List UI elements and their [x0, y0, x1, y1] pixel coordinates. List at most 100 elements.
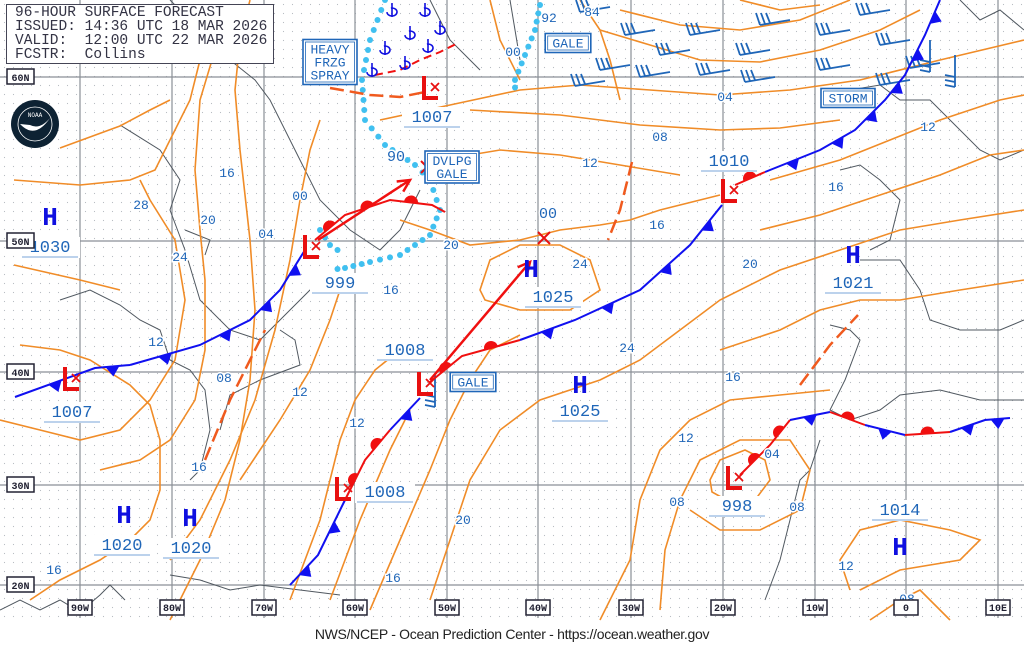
ice-edge-dot	[358, 261, 365, 267]
isobar	[0, 179, 186, 441]
central-pressure-label: 998	[722, 498, 753, 517]
ice-edge-dot	[433, 197, 440, 203]
ice-edge-dot	[368, 125, 375, 132]
high-symbol: H	[572, 371, 588, 401]
central-pressure-label: 1025	[560, 403, 601, 422]
coastline	[839, 164, 901, 251]
trough-line	[799, 314, 859, 386]
isobar	[379, 39, 1024, 121]
central-pressure-label: 1021	[833, 275, 874, 294]
low-symbol	[422, 76, 438, 100]
high-symbol: H	[892, 533, 908, 563]
warm-front-semicircle	[920, 426, 935, 434]
ice-edge-dot	[404, 157, 411, 163]
longitude-label: 0	[893, 599, 919, 616]
high-pressure-center: H 1021	[823, 241, 883, 296]
warning-text: SPRAY	[310, 69, 349, 84]
ice-edge-dot	[370, 27, 377, 33]
isobar-label: 04	[258, 227, 274, 242]
warm-front-semicircle	[743, 171, 757, 182]
ice-edge-dot	[535, 10, 542, 17]
svg-text:60W: 60W	[346, 604, 364, 615]
low-center-x-icon	[430, 82, 440, 92]
svg-text:20N: 20N	[11, 582, 29, 593]
ice-edge-dot	[362, 117, 368, 123]
cold-front-triangle	[299, 564, 312, 577]
isobar	[489, 0, 521, 81]
isobar	[479, 244, 601, 311]
central-pressure-label: 1014	[880, 502, 921, 521]
wind-barb-icon	[755, 12, 791, 26]
central-pressure-label: 90	[387, 149, 405, 166]
cold-front	[289, 499, 346, 586]
ice-edge-dot	[382, 0, 388, 3]
low-pressure-center: 1007	[402, 76, 462, 130]
isobar	[599, 9, 921, 63]
cold-front-triangle	[540, 327, 555, 340]
low-symbol	[721, 179, 737, 203]
axis-labels: 60N 50N 40N 30N 20N 90W 80W 70W 60W 50W 40W 30W 20W 1…	[6, 68, 1011, 616]
isobar-label: 20	[455, 513, 471, 528]
longitude-label: 10W	[802, 599, 828, 616]
cold-front-triangle	[878, 428, 892, 440]
cold-front-triangle	[218, 329, 232, 342]
ice-edge-dot	[404, 247, 411, 253]
isobar	[59, 99, 171, 149]
cold-front-triangle	[786, 158, 799, 171]
isobar	[169, 0, 256, 621]
high-pressure-center: H 1020	[92, 501, 152, 558]
isobar	[19, 344, 161, 601]
warning-text: STORM	[828, 92, 867, 107]
low-pressure-center: 998	[707, 466, 767, 519]
stationary-front	[864, 424, 906, 440]
coastline	[59, 289, 211, 481]
cold-front	[519, 204, 723, 341]
warning-gale: GALE	[449, 371, 497, 393]
ice-edge-dot	[397, 152, 403, 158]
cold-front-triangle	[831, 136, 844, 149]
ice-edge-dot	[334, 247, 341, 253]
cold-front-triangle	[659, 262, 672, 275]
ice-edge-dot	[515, 68, 522, 75]
issued-time: ISSUED: 14:36 UTC 18 MAR 2026	[15, 19, 268, 35]
high-symbol: H	[182, 504, 198, 534]
wind-barb-icon	[695, 62, 731, 76]
cold-front-triangle	[260, 300, 273, 313]
central-pressure-label: 1020	[102, 537, 143, 556]
lat-lon-grid	[0, 0, 1024, 618]
warm-front-semicircle	[323, 220, 336, 232]
cold-front-triangle	[890, 82, 903, 94]
ice-edge-dot	[334, 266, 341, 272]
isobar-label: 24	[172, 250, 188, 265]
cold-front-triangle	[158, 353, 172, 365]
ice-edge-dot	[430, 187, 437, 193]
low-center-x-icon	[71, 373, 81, 383]
svg-text:80W: 80W	[163, 604, 181, 615]
heavy-freezing-spray-icon	[422, 39, 434, 57]
longitude-label: 70W	[251, 599, 277, 616]
cold-front-triangle	[911, 48, 924, 62]
svg-text:50W: 50W	[438, 604, 456, 615]
longitude-label: 90W	[67, 599, 93, 616]
cold-front-triangle	[48, 380, 62, 392]
warning-text: HEAVY	[310, 43, 349, 58]
forecaster: FCSTR: Collins	[15, 47, 146, 63]
ice-edge-dot	[430, 223, 437, 230]
central-pressure-label: 1010	[709, 153, 750, 172]
isobar-label: 16	[46, 563, 62, 578]
isobar-label: 16	[725, 370, 741, 385]
ice-edge-dot	[363, 57, 369, 63]
ice-edge-dot	[375, 133, 382, 140]
coastline	[509, 0, 521, 61]
ice-edge-dot	[317, 227, 323, 233]
isobar	[469, 109, 841, 131]
high-pressure-center: H 1020	[161, 504, 221, 561]
ice-edge-dot	[433, 215, 440, 222]
warning-text: GALE	[436, 167, 467, 182]
high-pressure-center: H 1025	[523, 255, 583, 310]
central-pressure-label: 1007	[412, 109, 453, 128]
ice-edge-dot	[397, 252, 403, 258]
wind-barb-icon	[815, 57, 851, 71]
isobar-label: 24	[619, 341, 635, 356]
